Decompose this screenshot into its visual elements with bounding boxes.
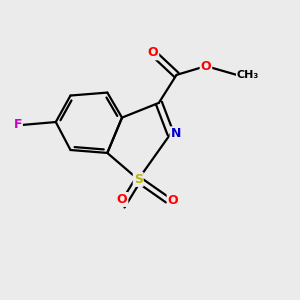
Text: CH₃: CH₃ xyxy=(237,70,259,80)
Text: F: F xyxy=(14,118,22,131)
Text: O: O xyxy=(168,194,178,207)
Text: O: O xyxy=(201,60,211,73)
Text: O: O xyxy=(117,193,127,206)
Text: S: S xyxy=(134,173,143,186)
Text: N: N xyxy=(171,127,181,140)
Text: O: O xyxy=(148,46,158,59)
